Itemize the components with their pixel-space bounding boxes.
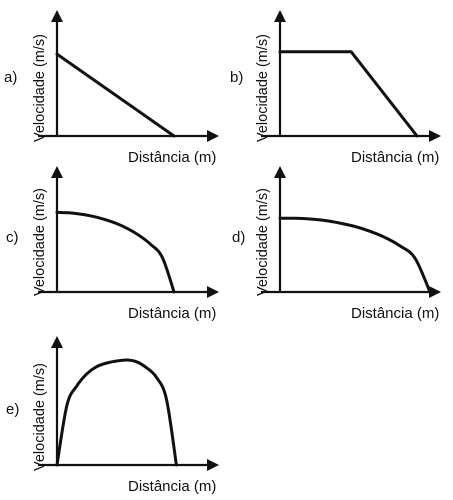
- panel-d: d) Distância (m) Velocidade (m/s): [232, 166, 441, 322]
- y-axis-arrow-e: [51, 336, 63, 348]
- option-label-e: e): [6, 401, 19, 418]
- x-axis-arrow-b: [429, 130, 441, 142]
- x-axis-arrow-e: [207, 459, 219, 471]
- panel-b: b) Distância (m) Velocidade (m/s): [230, 10, 441, 166]
- option-label-d: d): [232, 229, 245, 246]
- y-axis-arrow-a: [51, 10, 63, 22]
- x-axis-label-b: Distância (m): [351, 149, 439, 166]
- panel-a: a) Distância (m) Velocidade (m/s): [4, 10, 219, 166]
- x-axis-label-c: Distância (m): [128, 305, 216, 322]
- option-label-c: c): [6, 229, 19, 246]
- panel-e: e) Distância (m) Velocidade (m/s): [6, 336, 219, 495]
- x-axis-arrow-a: [207, 130, 219, 142]
- series-line-a: [55, 52, 176, 138]
- y-axis-arrow-d: [274, 166, 286, 178]
- y-axis-label-c: Velocidade (m/s): [32, 188, 48, 296]
- series-line-b: [278, 50, 419, 138]
- series-line-c: [55, 210, 176, 294]
- y-axis-label-d: Velocidade (m/s): [255, 188, 271, 296]
- x-axis-label-e: Distância (m): [128, 478, 216, 495]
- y-axis-arrow-b: [274, 10, 286, 22]
- x-axis-label-d: Distância (m): [351, 305, 439, 322]
- y-axis-arrow-c: [51, 166, 63, 178]
- series-line-e: [55, 358, 178, 467]
- y-axis-label-a: Velocidade (m/s): [32, 34, 48, 142]
- x-axis-arrow-c: [207, 286, 219, 298]
- option-label-b: b): [230, 69, 243, 86]
- series-line-d: [278, 216, 432, 294]
- x-axis-arrow-d: [429, 286, 441, 298]
- y-axis-label-b: Velocidade (m/s): [255, 34, 271, 142]
- y-axis-label-e: Velocidade (m/s): [32, 363, 48, 471]
- x-axis-label-a: Distância (m): [128, 149, 216, 166]
- option-label-a: a): [4, 69, 17, 86]
- panel-c: c) Distância (m) Velocidade (m/s): [6, 166, 219, 322]
